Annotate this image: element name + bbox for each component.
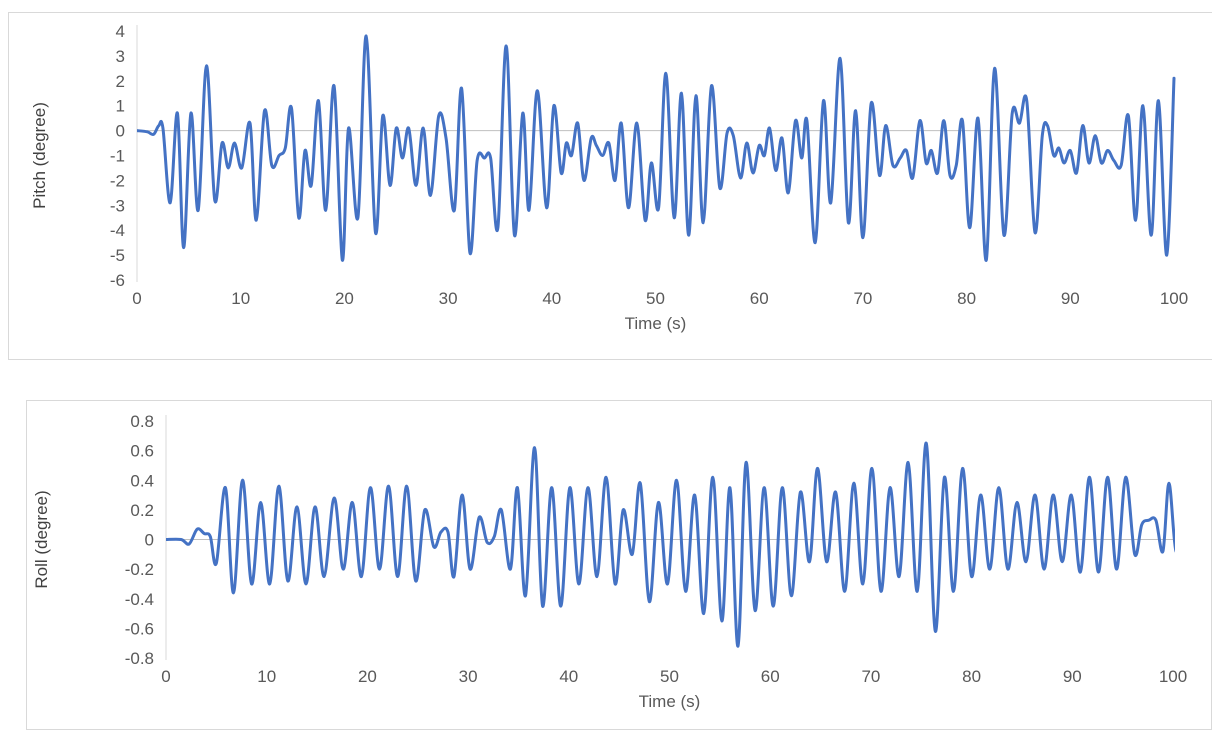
pitch-x-axis-title: Time (s) — [625, 314, 687, 333]
pitch-x-tick-label: 30 — [439, 289, 458, 308]
roll-y-tick-label: 0.6 — [130, 442, 154, 461]
roll-y-tick-label: 0 — [145, 531, 154, 550]
roll-x-tick-label: 70 — [861, 667, 880, 686]
pitch-x-tick-label: 0 — [132, 289, 141, 308]
pitch-x-tick-label: 100 — [1160, 289, 1188, 308]
pitch-y-tick-label: -1 — [110, 147, 125, 166]
pitch-series-line — [137, 34, 1176, 262]
roll-chart-panel: 0.8 0.6 0.4 0.2 0 -0.2 -0.4 -0.6 -0.8 0 10 20 30 40 50… — [26, 400, 1212, 730]
roll-y-tick-label: -0.2 — [125, 560, 154, 579]
pitch-x-tick-label: 80 — [957, 289, 976, 308]
pitch-y-tick-label: -2 — [110, 171, 125, 190]
roll-y-tick-label: -0.8 — [125, 649, 154, 668]
roll-x-tick-label: 90 — [1063, 667, 1082, 686]
pitch-y-tick-label: -5 — [110, 246, 125, 265]
roll-x-tick-label: 30 — [459, 667, 478, 686]
roll-y-tick-label: 0.2 — [130, 501, 154, 520]
roll-x-tick-label: 40 — [559, 667, 578, 686]
roll-y-tick-label: 0.8 — [130, 412, 154, 431]
roll-chart: 0.8 0.6 0.4 0.2 0 -0.2 -0.4 -0.6 -0.8 0 10 20 30 40 50… — [32, 412, 1187, 711]
pitch-y-axis-title: Pitch (degree) — [30, 102, 49, 209]
pitch-y-tick-label: -6 — [110, 271, 125, 290]
roll-x-tick-label: 10 — [257, 667, 276, 686]
pitch-x-tick-label: 40 — [542, 289, 561, 308]
roll-x-axis-title: Time (s) — [639, 692, 701, 711]
roll-y-tick-label: -0.4 — [125, 590, 154, 609]
roll-x-tick-label: 100 — [1159, 667, 1187, 686]
roll-series-line — [166, 441, 1175, 648]
pitch-y-tick-label: 2 — [116, 72, 125, 91]
roll-x-tick-label: 80 — [962, 667, 981, 686]
roll-y-axis-title: Roll (degree) — [32, 490, 51, 588]
pitch-y-tick-label: 0 — [116, 122, 125, 141]
pitch-y-tick-label: -3 — [110, 196, 125, 215]
pitch-x-tick-label: 90 — [1061, 289, 1080, 308]
pitch-x-tick-label: 60 — [750, 289, 769, 308]
pitch-x-tick-label: 20 — [335, 289, 354, 308]
pitch-y-tick-label: 3 — [116, 47, 125, 66]
pitch-x-tick-label: 10 — [231, 289, 250, 308]
pitch-y-tick-label: 1 — [116, 97, 125, 116]
pitch-x-tick-label: 70 — [853, 289, 872, 308]
pitch-x-tick-label: 50 — [646, 289, 665, 308]
pitch-y-tick-label: -4 — [110, 221, 125, 240]
roll-y-tick-label: -0.6 — [125, 619, 154, 638]
roll-x-tick-label: 60 — [761, 667, 780, 686]
roll-x-tick-label: 50 — [660, 667, 679, 686]
pitch-chart-panel: 4 3 2 1 0 -1 -2 -3 -4 -5 -6 0 10 20 30 40 50 60 70 80 90 100 T… — [8, 12, 1212, 360]
roll-y-tick-label: 0.4 — [130, 471, 154, 490]
roll-x-tick-label: 20 — [358, 667, 377, 686]
pitch-y-tick-label: 4 — [116, 22, 125, 41]
roll-x-tick-label: 0 — [161, 667, 170, 686]
